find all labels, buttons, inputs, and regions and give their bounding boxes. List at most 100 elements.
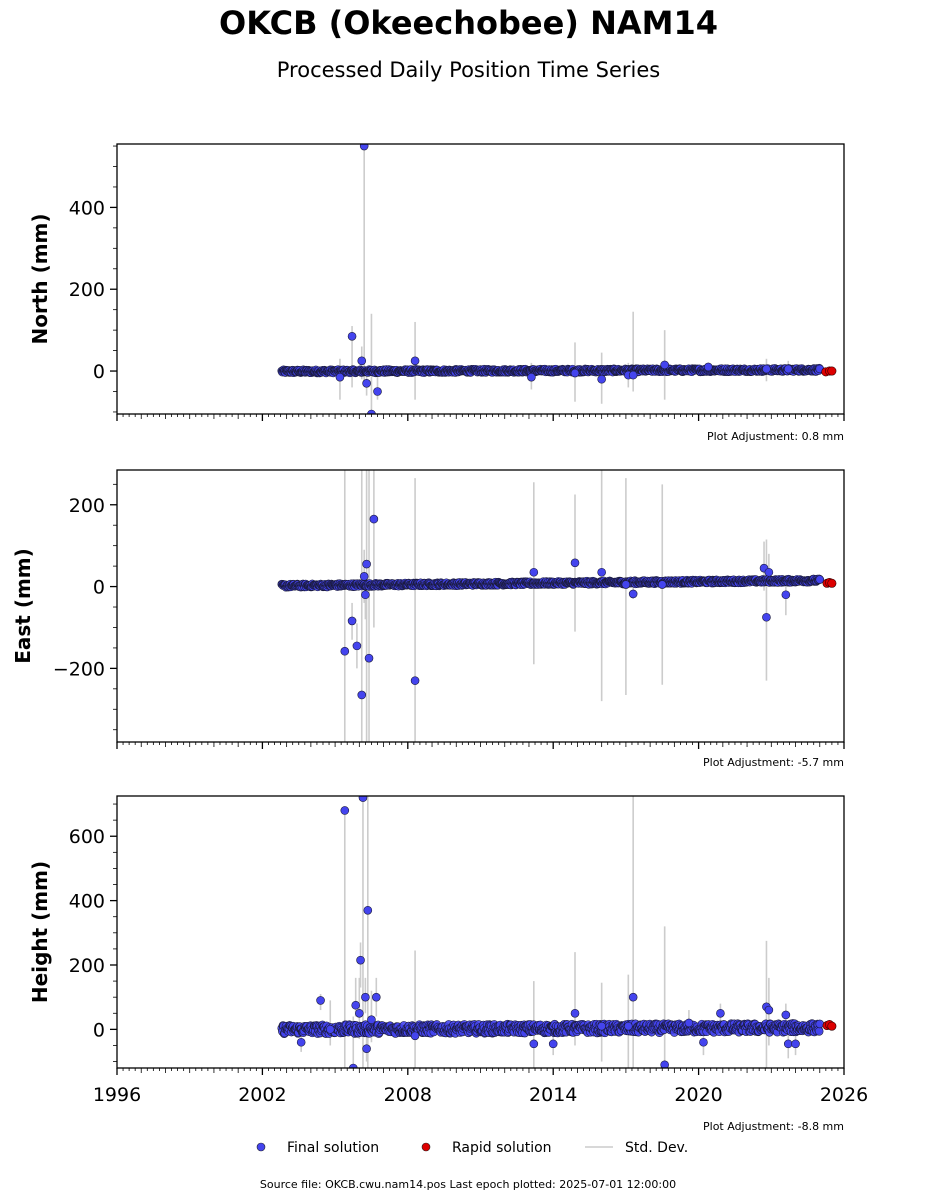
final-point [716,1008,725,1018]
final-point [361,992,370,1002]
final-point [325,1025,335,1034]
plot-adjustment-2: Plot Adjustment: -8.8 mm [703,1120,844,1133]
final-point [660,1060,669,1068]
plot-adjustment-1: Plot Adjustment: -5.7 mm [703,756,844,769]
final-point [367,1015,376,1025]
axes-frame-1 [116,469,845,743]
final-point [628,992,638,1002]
final-point [762,364,771,374]
panel-1: −200 0 200 East (mm) Plot Adjustment: -5.7 m… [11,469,845,769]
y-tick-label: 200 [69,279,105,301]
final-point [340,806,350,815]
final-point [351,1000,360,1010]
final-point [791,1039,800,1049]
final-point [703,362,713,372]
final-point [357,690,367,700]
chart-subtitle: Processed Daily Position Time Series [276,58,661,82]
final-point [340,646,350,656]
panel-2: 0 200 400 600 1996 2002 2008 2014 2020 2026 Height… [28,795,868,1133]
final-point [355,1008,364,1018]
final-point [660,360,669,370]
final-point [347,616,357,626]
rapid-point [827,366,837,376]
x-tick-label: 1996 [93,1084,141,1106]
final-point [369,514,379,524]
x-tick-label: 2014 [529,1084,577,1106]
final-point [570,558,580,568]
final-point [781,1010,791,1020]
y-tick-label: 600 [69,826,105,848]
final-point [410,356,420,366]
rapid-point [827,1021,837,1031]
x-tick-label: 2002 [238,1084,286,1106]
final-point [410,1031,420,1041]
final-point [358,796,368,802]
plot-area-2 [277,796,837,1068]
final-point [296,1037,306,1047]
y-tick-label: 0 [93,577,105,599]
final-point [364,653,374,663]
x-tick-label: 2008 [384,1084,432,1106]
final-point [362,559,371,569]
y-tick-label: 200 [69,495,105,517]
final-point [529,567,539,577]
final-point [367,409,376,414]
y-tick-label: 0 [93,361,105,383]
final-point [529,1039,539,1049]
final-point [359,572,369,581]
legend-std-label: Std. Dev. [625,1140,688,1156]
y-axis-label-0: North (mm) [28,213,52,344]
final-point [363,905,373,915]
final-point [699,1037,708,1047]
final-point [814,1026,824,1036]
chart-title: OKCB (Okeechobee) NAM14 [219,4,718,42]
legend-rapid-label: Rapid solution [452,1140,552,1156]
x-tick-label: 2026 [820,1084,868,1106]
final-point [684,1018,694,1028]
y-tick-label: −200 [53,658,105,680]
final-point [356,955,365,965]
x-tick-label: 2020 [674,1084,722,1106]
final-point [815,575,825,584]
y-tick-label: 400 [69,891,105,913]
final-point [657,580,667,589]
final-point [628,370,638,380]
final-point [597,567,606,577]
final-point [781,590,791,600]
final-point [764,567,774,577]
final-point [764,1005,774,1015]
plot-adjustment-0: Plot Adjustment: 0.8 mm [707,430,844,443]
final-point [316,996,325,1005]
final-point [621,580,631,589]
legend-final-label: Final solution [287,1140,379,1156]
plot-area-0 [277,144,837,414]
plot-area-1 [277,470,837,742]
final-point [783,364,793,374]
legend: Final solution Rapid solution Std. Dev. [256,1140,688,1156]
final-point [548,1039,558,1049]
y-tick-label: 400 [69,197,105,219]
panel-0: 0 200 400 North (mm) Plot Adjustment: 0.8 mm [28,143,845,443]
final-point [410,676,420,685]
final-point [527,372,536,382]
final-point [570,1008,580,1018]
final-point [357,356,367,366]
final-point [348,1063,358,1068]
final-point [362,1044,371,1053]
rapid-point [827,578,837,588]
final-point [361,590,370,600]
source-note: Source file: OKCB.cwu.nam14.pos Last epo… [260,1178,676,1191]
final-point [371,992,381,1002]
y-axis-label-1: East (mm) [11,548,35,664]
final-point [597,374,606,384]
final-point [335,372,345,382]
final-point [373,387,382,396]
final-point [597,1021,606,1031]
final-point [624,1021,633,1031]
final-point [362,379,371,388]
final-point [570,368,580,378]
final-point [359,144,369,151]
legend-final-marker [256,1142,266,1152]
y-tick-label: 0 [93,1019,105,1041]
